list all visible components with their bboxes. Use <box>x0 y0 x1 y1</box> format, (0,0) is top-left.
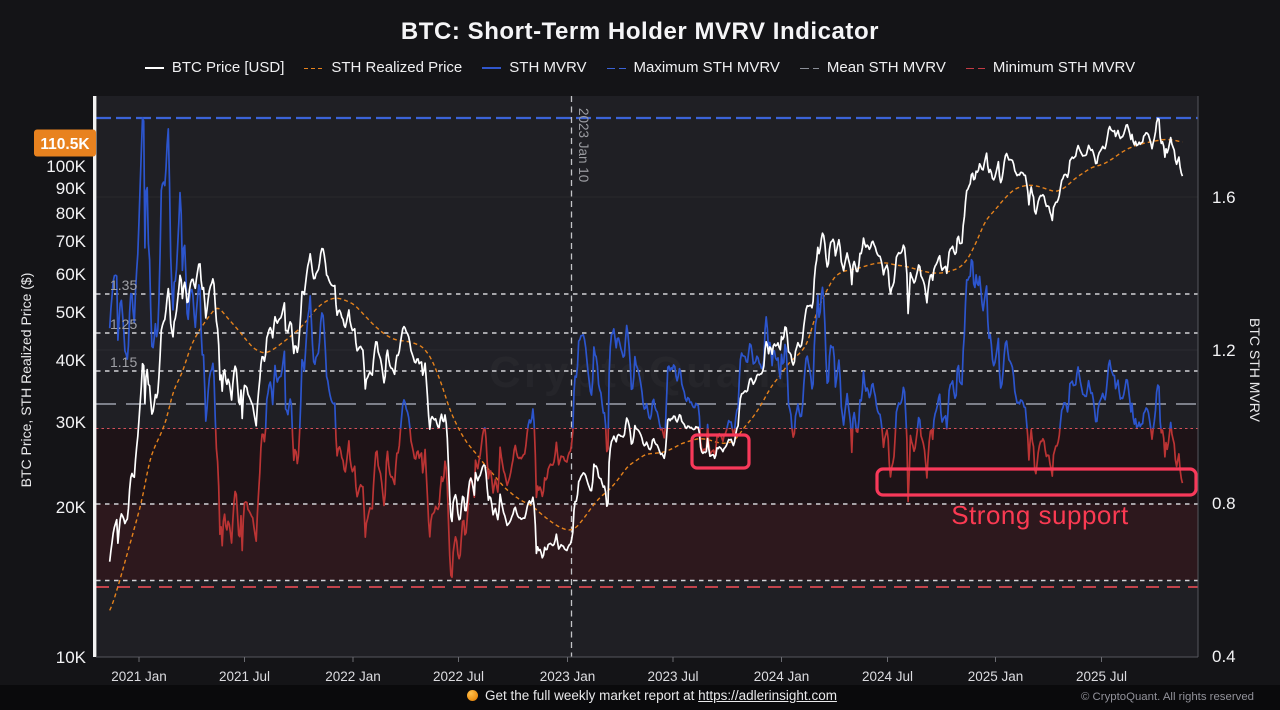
svg-text:2023 Jan: 2023 Jan <box>540 669 596 684</box>
svg-text:20K: 20K <box>56 498 87 517</box>
svg-text:0.4: 0.4 <box>1212 647 1236 666</box>
svg-text:110.5K: 110.5K <box>40 136 90 153</box>
svg-text:30K: 30K <box>56 413 87 432</box>
svg-text:0.8: 0.8 <box>1212 494 1236 513</box>
svg-text:1.15: 1.15 <box>110 354 137 370</box>
svg-text:80K: 80K <box>56 204 87 223</box>
svg-text:100K: 100K <box>46 157 86 176</box>
svg-text:1.35: 1.35 <box>110 277 137 293</box>
svg-text:2023 Jul: 2023 Jul <box>647 669 698 684</box>
svg-text:2024 Jan: 2024 Jan <box>754 669 810 684</box>
svg-text:2024 Jul: 2024 Jul <box>862 669 913 684</box>
svg-text:2025 Jul: 2025 Jul <box>1076 669 1127 684</box>
svg-text:BTC STH MVRV: BTC STH MVRV <box>1247 318 1263 423</box>
svg-text:CryptoQuant: CryptoQuant <box>489 348 791 397</box>
svg-text:2022 Jul: 2022 Jul <box>433 669 484 684</box>
svg-text:60K: 60K <box>56 265 87 284</box>
svg-text:2023 Jan 10: 2023 Jan 10 <box>576 108 591 182</box>
svg-text:70K: 70K <box>56 232 87 251</box>
svg-text:1.25: 1.25 <box>110 316 137 332</box>
svg-text:10K: 10K <box>56 648 87 667</box>
svg-text:1.2: 1.2 <box>1212 341 1236 360</box>
svg-text:Strong support: Strong support <box>951 500 1129 530</box>
svg-text:40K: 40K <box>56 351 87 370</box>
svg-text:BTC Price, STH Realized Price: BTC Price, STH Realized Price ($) <box>18 273 34 488</box>
svg-text:1.6: 1.6 <box>1212 188 1236 207</box>
svg-text:50K: 50K <box>56 303 87 322</box>
svg-text:2022 Jan: 2022 Jan <box>325 669 381 684</box>
svg-text:2021 Jan: 2021 Jan <box>111 669 167 684</box>
svg-text:2025 Jan: 2025 Jan <box>968 669 1024 684</box>
svg-text:2021 Jul: 2021 Jul <box>219 669 270 684</box>
svg-text:90K: 90K <box>56 179 87 198</box>
